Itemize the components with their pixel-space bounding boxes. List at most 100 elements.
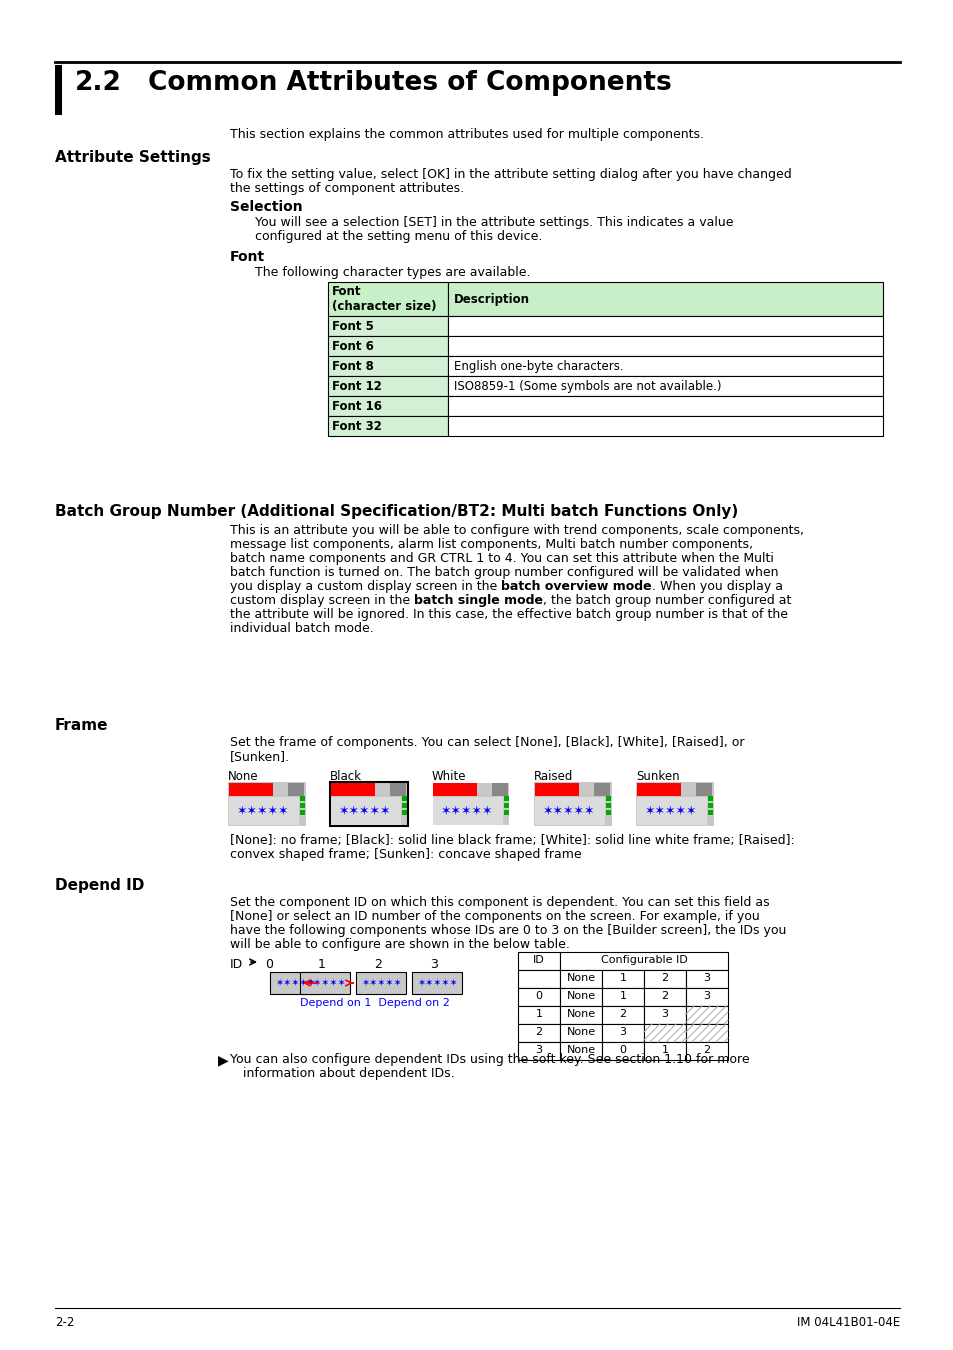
Bar <box>685 971 727 988</box>
Bar <box>328 356 448 377</box>
Text: You will see a selection [SET] in the attribute settings. This indicates a value: You will see a selection [SET] in the at… <box>254 216 733 230</box>
Text: Description: Description <box>454 293 530 306</box>
Text: Font 5: Font 5 <box>332 320 374 333</box>
Bar <box>331 796 400 825</box>
Text: ▶: ▶ <box>218 1053 229 1066</box>
Bar <box>355 972 406 994</box>
Text: batch function is turned on. The batch group number configured will be validated: batch function is turned on. The batch g… <box>230 566 778 579</box>
Text: Font: Font <box>230 250 265 265</box>
Text: 1: 1 <box>535 1008 542 1019</box>
Bar <box>643 1006 685 1025</box>
Text: IM 04L41B01-04E: IM 04L41B01-04E <box>796 1316 899 1328</box>
Text: you display a custom display screen in the: you display a custom display screen in t… <box>230 580 500 593</box>
Bar <box>229 796 298 825</box>
Bar <box>601 988 643 1006</box>
Text: To fix the setting value, select [OK] in the attribute setting dialog after you : To fix the setting value, select [OK] in… <box>230 167 791 181</box>
Text: 0: 0 <box>535 991 542 1000</box>
Text: the attribute will be ignored. In this case, the effective batch group number is: the attribute will be ignored. In this c… <box>230 608 787 621</box>
Bar <box>707 796 712 801</box>
Text: You can also configure dependent IDs using the soft key. See section 1.10 for mo: You can also configure dependent IDs usi… <box>230 1053 749 1066</box>
Bar <box>594 783 609 796</box>
Text: This is an attribute you will be able to configure with trend components, scale : This is an attribute you will be able to… <box>230 524 803 537</box>
Bar <box>643 971 685 988</box>
Text: English one-byte characters.: English one-byte characters. <box>454 360 623 373</box>
Bar <box>299 810 305 815</box>
Text: 2: 2 <box>702 1045 710 1054</box>
Text: 2: 2 <box>374 958 381 971</box>
Text: . When you display a: . When you display a <box>651 580 782 593</box>
Text: will be able to configure are shown in the below table.: will be able to configure are shown in t… <box>230 938 569 950</box>
Text: ✶✶✶✶✶: ✶✶✶✶✶ <box>416 977 456 988</box>
Text: 2: 2 <box>660 991 668 1000</box>
Bar <box>559 988 601 1006</box>
Text: Font 16: Font 16 <box>332 400 381 413</box>
Text: Attribute Settings: Attribute Settings <box>55 150 211 165</box>
Bar <box>601 971 643 988</box>
Bar <box>503 803 509 809</box>
Bar <box>559 952 727 971</box>
Text: None: None <box>228 769 258 783</box>
Text: Font 8: Font 8 <box>332 360 374 373</box>
Bar <box>535 783 578 796</box>
Bar <box>535 796 604 825</box>
Text: have the following components whose IDs are 0 to 3 on the [Builder screen], the : have the following components whose IDs … <box>230 923 785 937</box>
Bar <box>503 796 509 801</box>
Text: convex shaped frame; [Sunken]: concave shaped frame: convex shaped frame; [Sunken]: concave s… <box>230 848 581 861</box>
Text: This section explains the common attributes used for multiple components.: This section explains the common attribu… <box>230 128 703 140</box>
Bar <box>605 796 610 801</box>
Text: Font 32: Font 32 <box>332 420 381 433</box>
Bar <box>517 1025 559 1042</box>
Text: batch overview mode: batch overview mode <box>500 580 651 593</box>
Bar <box>288 783 304 796</box>
Text: ✶✶✶✶✶: ✶✶✶✶✶ <box>542 805 595 818</box>
Bar <box>605 810 610 815</box>
Bar <box>685 1025 727 1042</box>
Text: 2.2: 2.2 <box>75 70 122 96</box>
Text: [None] or select an ID number of the components on the screen. For example, if y: [None] or select an ID number of the com… <box>230 910 759 923</box>
Bar <box>707 810 712 815</box>
Bar <box>492 783 507 796</box>
Bar <box>448 377 882 396</box>
Bar <box>601 1025 643 1042</box>
Text: 0: 0 <box>618 1045 626 1054</box>
Text: 1: 1 <box>660 1045 668 1054</box>
Text: None: None <box>566 1027 595 1037</box>
Bar <box>328 377 448 396</box>
Text: ID: ID <box>230 958 243 971</box>
Text: The following character types are available.: The following character types are availa… <box>254 266 530 279</box>
Bar <box>412 972 461 994</box>
Text: ✶✶✶✶✶: ✶✶✶✶✶ <box>360 977 401 988</box>
Bar <box>401 803 407 809</box>
Text: 2: 2 <box>535 1027 542 1037</box>
Bar <box>448 282 882 316</box>
Text: Black: Black <box>330 769 361 783</box>
Bar <box>448 396 882 416</box>
Text: None: None <box>566 973 595 983</box>
Bar <box>299 796 305 801</box>
Text: ✶✶✶✶✶: ✶✶✶✶✶ <box>236 805 289 818</box>
Bar <box>517 1006 559 1025</box>
Text: ✶✶✶✶✶: ✶✶✶✶✶ <box>304 977 345 988</box>
Text: Depend ID: Depend ID <box>55 878 144 892</box>
Text: ✶✶✶✶✶: ✶✶✶✶✶ <box>440 805 493 818</box>
Bar <box>401 810 407 815</box>
Text: batch name components and GR CTRL 1 to 4. You can set this attribute when the Mu: batch name components and GR CTRL 1 to 4… <box>230 552 773 566</box>
Bar <box>517 971 559 988</box>
Text: Configurable ID: Configurable ID <box>600 954 687 965</box>
Text: ✶✶✶✶✶: ✶✶✶✶✶ <box>338 805 391 818</box>
Bar <box>643 1025 685 1042</box>
Bar <box>517 988 559 1006</box>
Text: Font 12: Font 12 <box>332 379 381 393</box>
Bar <box>228 782 306 826</box>
Bar <box>643 988 685 1006</box>
Text: None: None <box>566 991 595 1000</box>
Bar <box>328 316 448 336</box>
Text: Raised: Raised <box>534 769 573 783</box>
Bar <box>685 1006 727 1025</box>
Bar <box>432 782 510 826</box>
Bar <box>637 796 706 825</box>
Text: 0: 0 <box>265 958 273 971</box>
Text: custom display screen in the: custom display screen in the <box>230 594 414 608</box>
Bar <box>433 796 502 825</box>
Text: individual batch mode.: individual batch mode. <box>230 622 374 634</box>
